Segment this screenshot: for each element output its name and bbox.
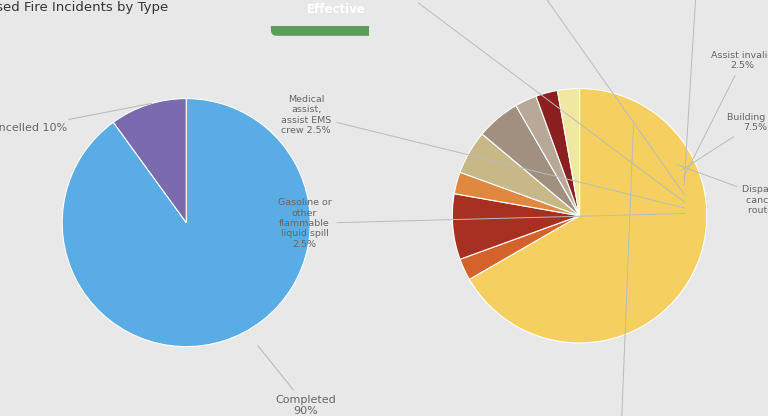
Wedge shape xyxy=(469,89,707,343)
Text: activation, no
fire -
unintentional
5%: activation, no fire - unintentional 5% xyxy=(665,0,730,185)
Wedge shape xyxy=(482,106,580,216)
Text: Closed Fire Incidents by Type: Closed Fire Incidents by Type xyxy=(0,1,168,14)
Wedge shape xyxy=(460,216,580,280)
Text: Assist invalid
2.5%: Assist invalid 2.5% xyxy=(684,51,768,178)
Text: Cancelled 10%: Cancelled 10% xyxy=(0,104,151,133)
FancyBboxPatch shape xyxy=(271,0,402,36)
Wedge shape xyxy=(536,90,580,216)
Text: Medical
assist,
assist EMS
crew 2.5%: Medical assist, assist EMS crew 2.5% xyxy=(281,95,685,208)
Text: Completed
90%: Completed 90% xyxy=(258,346,336,416)
Wedge shape xyxy=(452,194,580,259)
Text: Dispatched &
canceled en
route 2.5%: Dispatched & canceled en route 2.5% xyxy=(677,165,768,215)
Text: dispatch
address 5%: dispatch address 5% xyxy=(490,0,684,195)
Text: Building fire
7.5%: Building fire 7.5% xyxy=(681,113,768,171)
Wedge shape xyxy=(62,99,310,347)
Wedge shape xyxy=(114,99,187,223)
Text: EMS call,
excluding
vehicle
accident with
injury 60%: EMS call, excluding vehicle accident wit… xyxy=(588,125,651,416)
Wedge shape xyxy=(460,134,580,216)
Text: Motor vehicle
accident
with injuries
2.5%: Motor vehicle accident with injuries 2.5… xyxy=(353,0,685,202)
Wedge shape xyxy=(454,172,580,216)
Text: Effective: Effective xyxy=(307,3,366,16)
Wedge shape xyxy=(516,96,580,216)
Text: Gasoline or
other
flammable
liquid spill
2.5%: Gasoline or other flammable liquid spill… xyxy=(277,198,685,249)
Wedge shape xyxy=(558,89,580,216)
